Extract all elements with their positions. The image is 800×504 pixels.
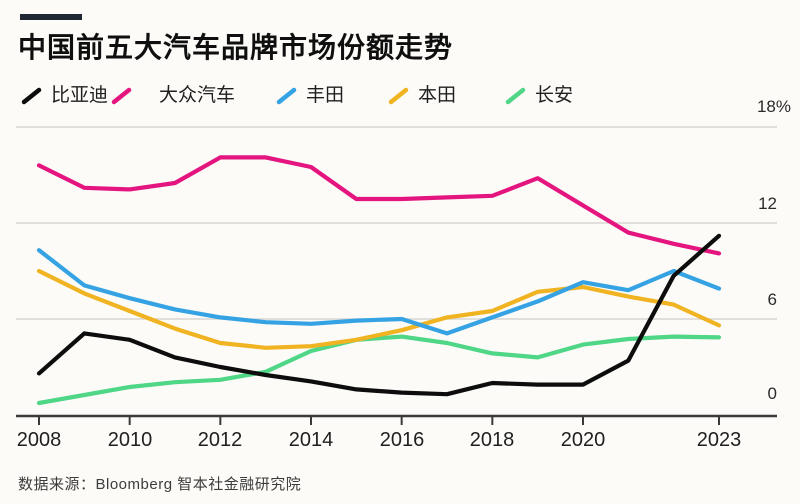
x-axis-label-2018: 2018 [469,429,515,451]
toyota-line-swatch-icon [276,87,297,105]
x-axis-label-2010: 2010 [107,429,153,451]
legend-item-volkswagen: 大众汽车 [110,84,235,108]
volkswagen-line-swatch-icon [111,87,132,105]
legend-label: 本田 [418,85,457,106]
x-axis-label-2020: 2020 [560,429,606,451]
series-line-丰田 [36,248,722,336]
legend-item-byd: 比亚迪 [20,84,108,108]
legend-label: 丰田 [306,85,345,106]
x-axis-label-2012: 2012 [197,429,243,451]
source-note: 数据来源：Bloomberg 智本社金融研究院 [18,476,302,493]
legend-label: 比亚迪 [51,85,109,106]
page-title: 中国前五大汽车品牌市场份额走势 [18,32,454,63]
changan-line-swatch-icon [505,87,526,105]
x-axis-label-2023: 2023 [696,429,742,451]
legend-item-changan: 长安 [504,84,573,108]
legend-label: 大众汽车 [159,85,236,106]
series-line-比亚迪 [36,233,722,397]
y-axis-label-18: 18% [756,97,791,116]
legend-item-toyota: 丰田 [275,84,344,108]
legend: 比亚迪 大众汽车 丰田 本田 长安 [0,84,800,108]
y-axis-label-12: 12 [758,194,777,213]
x-axis-label-2014: 2014 [288,429,334,451]
accent-bar [20,14,82,20]
byd-line-swatch-icon [21,87,42,105]
series-line-本田 [36,268,722,350]
series-line-长安 [36,334,722,406]
legend-item-honda: 本田 [387,84,456,108]
honda-line-swatch-icon [388,87,409,105]
legend-label: 长安 [535,85,574,106]
x-axis-label-2008: 2008 [16,429,62,451]
y-axis-label-6: 6 [767,290,777,309]
x-axis-label-2016: 2016 [379,429,425,451]
y-axis-label-0: 0 [767,384,777,403]
series-line-大众汽车 [36,155,722,256]
